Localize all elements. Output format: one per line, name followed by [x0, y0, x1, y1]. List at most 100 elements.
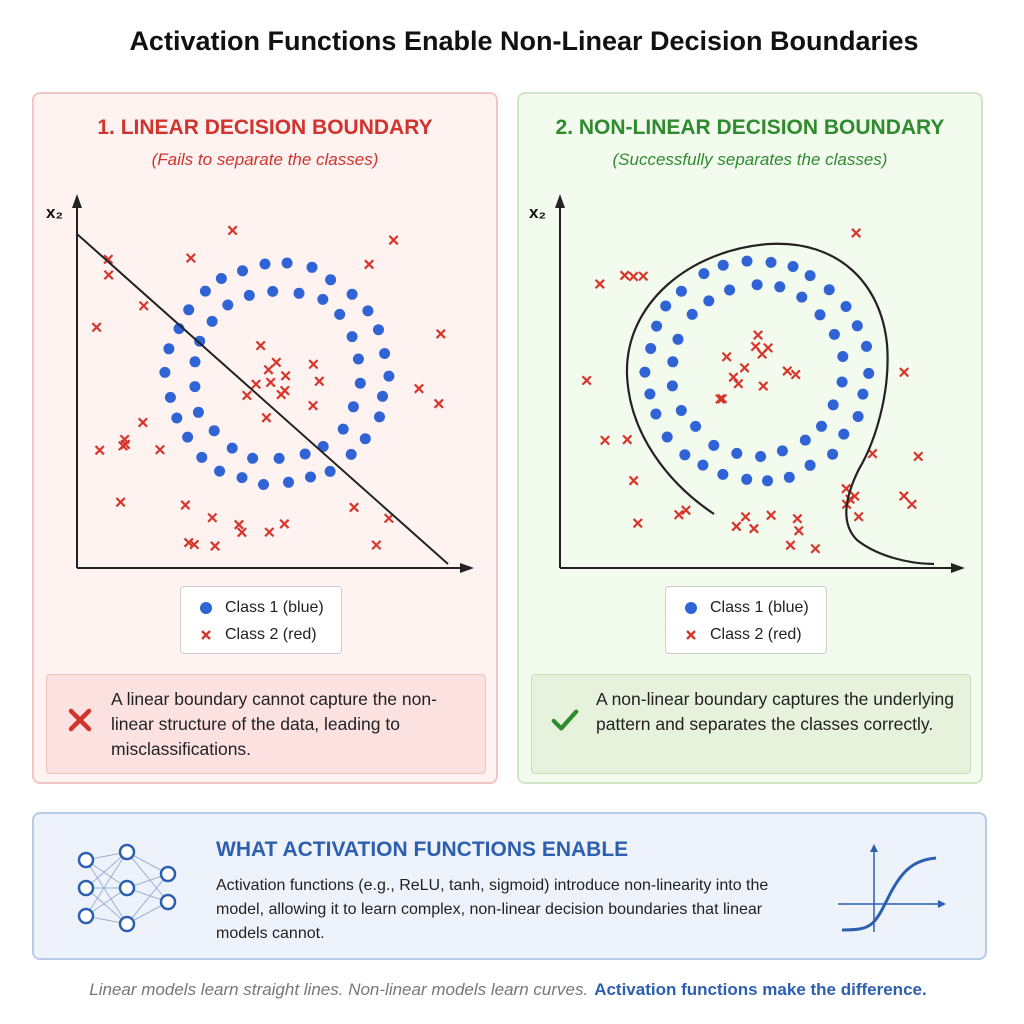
class-1-point — [828, 328, 840, 340]
class-1-point — [783, 471, 795, 483]
class-1-point — [863, 367, 875, 379]
class-1-point — [293, 287, 305, 299]
class-2-point — [314, 376, 325, 387]
class-1-point — [774, 281, 786, 293]
class-1-point — [823, 284, 835, 296]
class-1-point — [717, 468, 729, 480]
class-1-point — [259, 258, 271, 270]
class-2-point — [853, 511, 864, 522]
class-2-point — [155, 444, 165, 455]
class-1-point — [741, 255, 753, 267]
linear-note-text: A linear boundary cannot capture the non… — [111, 689, 437, 759]
class-1-point — [686, 308, 698, 320]
class-1-point — [851, 320, 863, 332]
class-1-point — [383, 370, 395, 382]
class-2-point — [233, 519, 244, 530]
class-1-point — [724, 284, 736, 296]
class-2-point — [349, 502, 360, 513]
class-2-point — [185, 253, 196, 264]
class-2-point — [138, 300, 149, 311]
class-2-point — [851, 228, 862, 238]
class-1-point — [679, 449, 691, 461]
legend-class-2: Class 2 (red) — [680, 624, 802, 646]
class-2-point — [91, 322, 102, 333]
legend-class-1: Class 1 (blue) — [680, 597, 809, 619]
class-1-point — [374, 411, 385, 423]
class-1-point — [164, 391, 176, 403]
nonlinear-note-text: A non-linear boundary captures the under… — [596, 689, 955, 734]
class-1-point — [345, 448, 357, 460]
nonlinear-panel: 2. NON-LINEAR DECISION BOUNDARY (Success… — [517, 92, 983, 784]
class-2-point — [898, 491, 909, 502]
class-1-point — [346, 288, 358, 300]
class-2-point — [388, 235, 399, 246]
footer-text-part-1: Linear models learn straight lines. Non-… — [89, 980, 589, 999]
class-1-point — [840, 301, 852, 312]
class-2-point — [740, 511, 751, 522]
class-2-point — [435, 328, 446, 339]
class-1-point — [651, 320, 663, 332]
blue-dot-icon — [680, 601, 702, 615]
class-1-point — [697, 459, 709, 471]
class-1-point — [258, 479, 269, 490]
class-1-point — [666, 380, 678, 392]
class-2-point — [276, 389, 287, 400]
sigmoid-curve-icon — [838, 844, 946, 932]
class-1-point — [776, 445, 788, 457]
class-1-point — [799, 434, 811, 446]
class-2-point — [227, 225, 238, 236]
class-2-point — [721, 351, 732, 362]
class-2-point — [619, 270, 630, 281]
class-2-point — [753, 330, 763, 341]
class-2-point — [265, 377, 276, 388]
class-1-point — [196, 451, 208, 463]
class-2-point — [189, 539, 200, 550]
class-2-point — [271, 357, 282, 368]
class-1-point — [283, 476, 294, 488]
class-2-point — [594, 279, 605, 289]
class-1-point — [703, 295, 715, 307]
nonlinear-note: A non-linear boundary captures the under… — [531, 674, 971, 774]
class-1-point — [206, 315, 218, 327]
class-2-point — [180, 500, 191, 511]
class-2-point — [255, 340, 266, 351]
class-2-point — [261, 412, 272, 423]
class-1-point — [346, 331, 358, 343]
class-2-point — [748, 523, 759, 534]
class-2-point — [793, 525, 804, 536]
info-box-text: Activation functions (e.g., ReLU, tanh, … — [216, 877, 769, 942]
legend-class-2: Class 2 (red) — [195, 624, 317, 646]
linear-legend: Class 1 (blue) Class 2 (red) — [180, 586, 342, 654]
class-2-point — [906, 499, 917, 510]
class-2-point — [673, 509, 684, 520]
class-1-point — [194, 335, 206, 347]
class-1-point — [814, 309, 826, 321]
linear-panel-heading: 1. LINEAR DECISION BOUNDARY — [97, 116, 433, 139]
class-2-point — [413, 383, 424, 394]
class-1-point — [199, 285, 211, 297]
class-2-point — [115, 497, 126, 508]
class-1-point — [243, 289, 255, 301]
info-box-title: WHAT ACTIVATION FUNCTIONS ENABLE — [216, 838, 629, 861]
class-2-point — [251, 379, 262, 390]
class-1-point — [796, 291, 808, 303]
class-2-point — [600, 435, 610, 446]
class-1-point — [237, 265, 248, 277]
class-1-point — [645, 343, 657, 354]
class-1-point — [352, 353, 364, 365]
class-1-point — [837, 351, 849, 362]
x-axis-label: x₁ — [949, 579, 966, 584]
class-1-point — [861, 340, 872, 352]
linear-note: A linear boundary cannot capture the non… — [46, 674, 486, 774]
axes — [555, 194, 965, 573]
class-2-point — [371, 540, 382, 551]
class-1-point — [214, 465, 226, 477]
class-1-point — [731, 447, 743, 459]
class-2-point — [899, 367, 910, 378]
class-2-point — [715, 393, 726, 404]
class-1-points — [159, 257, 395, 490]
class-2-point — [731, 521, 742, 532]
class-1-point — [192, 406, 204, 418]
class-1-point — [836, 376, 848, 388]
class-2-point — [433, 398, 444, 409]
